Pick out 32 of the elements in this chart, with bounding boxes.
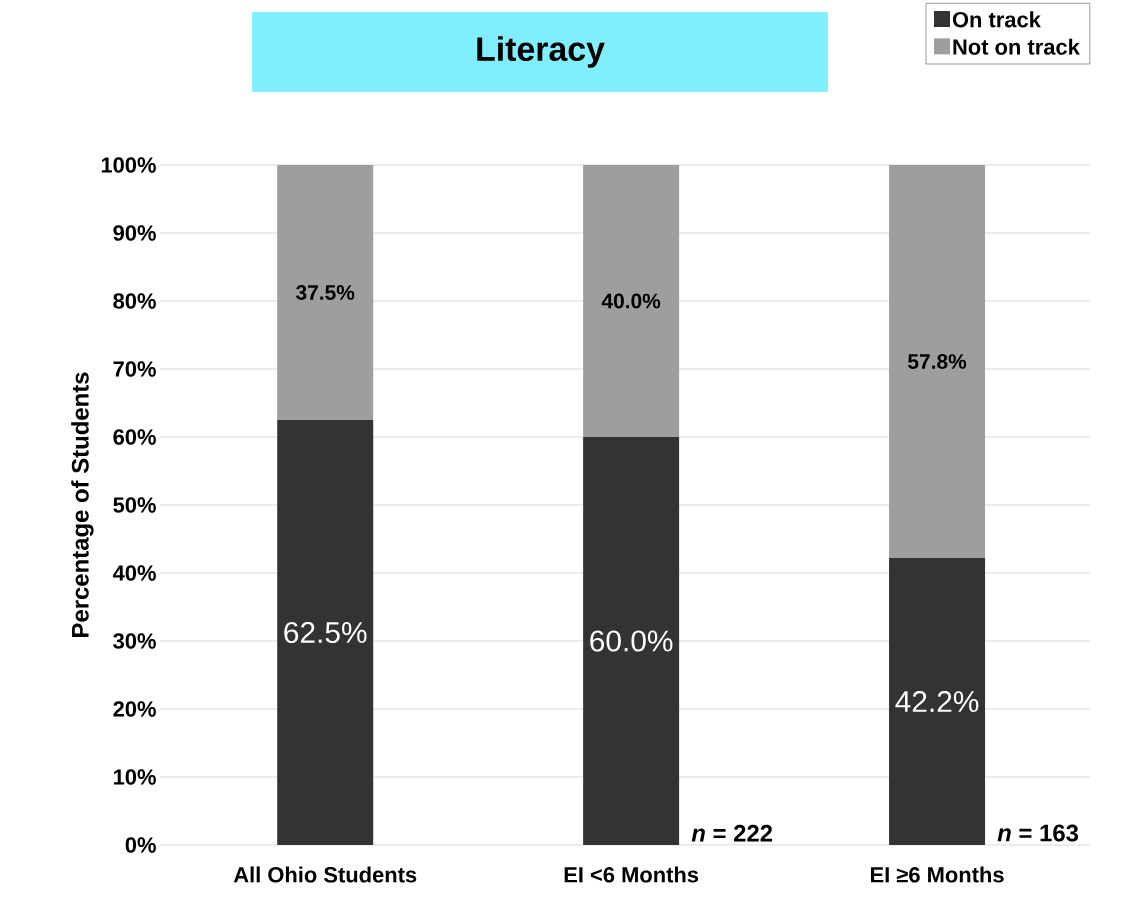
legend-label: Not on track xyxy=(953,38,1080,55)
x-tick-label: EI ≥6 Months xyxy=(871,866,1004,883)
bar xyxy=(889,164,986,559)
bar xyxy=(583,437,680,845)
y-tick-label: 10% xyxy=(113,769,156,785)
y-axis-title: Percentage of Students xyxy=(71,372,94,637)
data-label: 40.0% xyxy=(601,293,661,309)
annotation: n = 163 xyxy=(997,824,1079,842)
data-label: 57.8% xyxy=(908,354,967,369)
x-tick-label: All Ohio Students xyxy=(233,866,417,883)
bar xyxy=(583,164,680,437)
y-tick-label: 40% xyxy=(112,565,156,581)
data-label: 37.5% xyxy=(296,285,355,300)
y-tick-label: 60% xyxy=(113,429,156,445)
y-tick-label: 90% xyxy=(113,225,156,241)
bar xyxy=(277,420,374,845)
y-tick-label: 70% xyxy=(113,361,156,377)
data-label: 62.5% xyxy=(284,621,367,644)
y-tick-label: 30% xyxy=(113,633,156,649)
legend-label: On track xyxy=(952,11,1041,28)
y-tick-label: 20% xyxy=(113,701,156,717)
x-tick-label: EI <6 Months xyxy=(564,866,699,883)
bar xyxy=(889,558,986,845)
data-label: 60.0% xyxy=(590,630,673,652)
bar xyxy=(277,164,374,420)
annotation: n = 222 xyxy=(691,824,773,842)
y-tick-label: 100% xyxy=(101,157,156,173)
y-tick-label: 50% xyxy=(113,497,156,513)
chart-title: Literacy xyxy=(477,36,605,68)
data-label: 42.2% xyxy=(895,690,979,713)
y-tick-label: 80% xyxy=(113,293,156,309)
y-tick-label: 0% xyxy=(125,837,156,853)
